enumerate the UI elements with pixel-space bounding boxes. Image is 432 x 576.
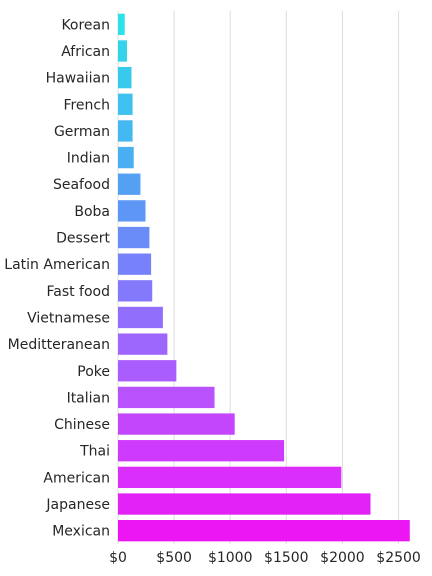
category-label: African bbox=[61, 44, 110, 60]
bar-italian bbox=[118, 386, 215, 409]
category-label: Poke bbox=[77, 364, 110, 380]
x-tick-label: $500 bbox=[156, 550, 192, 566]
x-tick-label: $1500 bbox=[264, 550, 309, 566]
category-label: German bbox=[54, 124, 110, 140]
category-label: Dessert bbox=[56, 231, 110, 247]
category-label: Indian bbox=[67, 151, 110, 167]
category-label: Fast food bbox=[46, 284, 110, 300]
bar-german bbox=[118, 120, 133, 142]
category-label: Vietnamese bbox=[27, 310, 110, 326]
x-tick-label: $2500 bbox=[376, 550, 421, 566]
category-label: Mexican bbox=[52, 524, 110, 540]
x-tick-label: $0 bbox=[109, 550, 127, 566]
category-label: Korean bbox=[61, 17, 110, 33]
category-label: Hawaiian bbox=[46, 71, 110, 87]
x-axis-labels: $0 $500 $1000 $1500 $2000 $2500 bbox=[109, 550, 421, 566]
bar-fast-food bbox=[118, 280, 153, 302]
bar-latin-american bbox=[118, 253, 152, 275]
bar-boba bbox=[118, 200, 146, 222]
bar-mexican bbox=[118, 520, 410, 542]
category-label: Boba bbox=[74, 204, 110, 220]
category-label: Meditteranean bbox=[8, 337, 110, 353]
bar-japanese bbox=[118, 493, 371, 515]
category-label: French bbox=[63, 97, 110, 113]
bar-french bbox=[118, 93, 133, 115]
category-label: American bbox=[43, 470, 110, 486]
bar-african bbox=[118, 40, 127, 62]
category-label: Chinese bbox=[54, 417, 110, 433]
category-label: Italian bbox=[67, 390, 110, 406]
bar-hawaiian bbox=[118, 66, 132, 89]
bar-korean bbox=[118, 13, 125, 35]
bar-seafood bbox=[118, 173, 141, 195]
category-label: Thai bbox=[79, 444, 110, 460]
bar-vietnamese bbox=[118, 306, 163, 329]
bar-dessert bbox=[118, 226, 150, 249]
bar-chinese bbox=[118, 413, 235, 435]
bar-thai bbox=[118, 440, 285, 462]
x-tick-label: $2000 bbox=[320, 550, 365, 566]
x-tick-label: $1000 bbox=[208, 550, 253, 566]
y-axis-labels: Korean African Hawaiian French German Indian S… bbox=[4, 17, 110, 539]
bar-poke bbox=[118, 360, 177, 382]
grid-lines bbox=[117, 11, 400, 544]
bar-american bbox=[118, 466, 342, 489]
category-label: Seafood bbox=[53, 177, 110, 193]
category-label: Latin American bbox=[4, 257, 110, 273]
category-label: Japanese bbox=[45, 497, 110, 513]
bar-meditteranean bbox=[118, 333, 168, 355]
bars bbox=[118, 13, 410, 542]
bar-indian bbox=[118, 146, 134, 169]
